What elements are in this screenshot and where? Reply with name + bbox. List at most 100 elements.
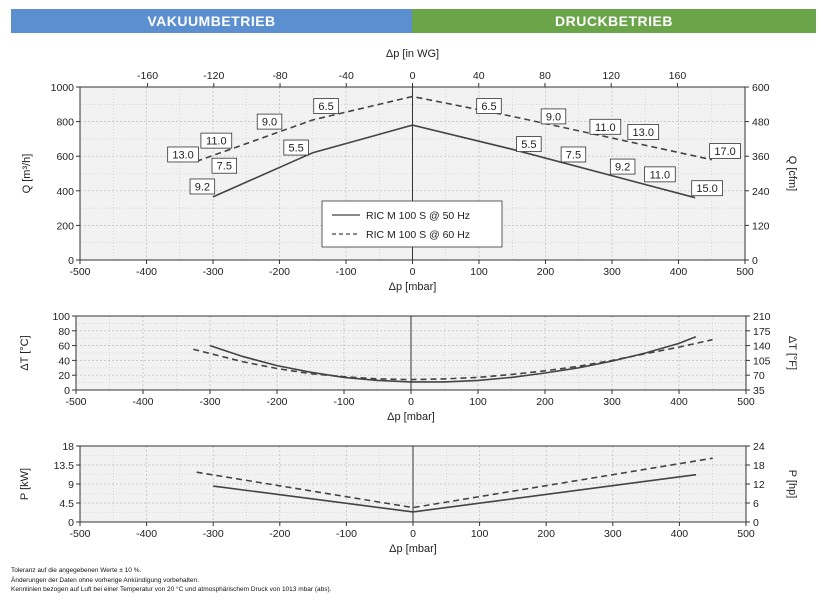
chart2-right-tick-label: 175 (753, 326, 771, 338)
chart1-x-tick-label: 300 (603, 266, 621, 278)
chart3-x-axis-label: Δp [mbar] (389, 543, 437, 555)
chart1-x-tick-label: -100 (335, 266, 356, 278)
chart1-right-tick-label: 480 (752, 117, 770, 129)
chart1-y-tick-label: 800 (56, 117, 74, 129)
chart1-point-label-box (609, 158, 636, 175)
chart2-series-line-50hz (209, 335, 697, 383)
chart3-x-tick-label: -200 (269, 528, 290, 540)
chart1-point-label: 9.2 (615, 162, 630, 174)
chart2-right-axis-label: ΔT [°F] (786, 336, 798, 370)
chart3-right-tick-label: 18 (753, 460, 765, 472)
chart2-x-tick-label: 500 (737, 396, 755, 408)
chart1-x-tick-label: -200 (269, 266, 290, 278)
chart1-series-line-50hz (212, 124, 696, 199)
chart1-point-label-box (313, 98, 339, 114)
chart2-x-tick-label: 400 (670, 396, 688, 408)
note-changes: Änderungen der Daten ohne vorherige Ankü… (11, 576, 199, 584)
legend-label-50hz: RIC M 100 S @ 50 Hz (366, 210, 470, 222)
chart3-y-tick-label: 0 (68, 517, 74, 529)
chart3-x-tick-label: 300 (604, 528, 622, 540)
chart2-x-tick-label: 300 (603, 396, 621, 408)
chart1-point-label: 11.0 (595, 122, 616, 134)
chart1-series-line-60hz (196, 95, 712, 163)
chart1-point-label-box (644, 166, 676, 183)
chart1-x-tick-label: -500 (69, 266, 90, 278)
chart1-top-tick-label: 80 (539, 70, 551, 82)
chart3-series-line-50hz (213, 473, 697, 513)
chart2-x-tick-label: 100 (469, 396, 487, 408)
chart3-x-tick-label: 0 (410, 528, 416, 540)
chart2-right-tick-label: 70 (753, 370, 765, 382)
chart1-point-label: 15.0 (696, 183, 717, 195)
chart1-x-tick-label: -300 (202, 266, 223, 278)
chart1-point-label-box (540, 108, 567, 125)
chart1-y-tick-label: 600 (56, 151, 74, 163)
chart2-y-tick-label: 60 (58, 341, 70, 353)
chart2-x-tick-label: -100 (333, 396, 354, 408)
chart1-point-label-box (589, 118, 622, 135)
chart1-point-label-box (476, 98, 502, 114)
chart3-right-tick-label: 6 (753, 498, 759, 510)
chart1-top-tick-label: -40 (339, 70, 354, 82)
chart1-point-label-box (560, 146, 587, 163)
chart2-x-tick-label: 200 (536, 396, 554, 408)
chart2-right-tick-label: 140 (753, 341, 771, 353)
chart1-top-tick-label: -120 (203, 70, 224, 82)
chart1-point-label-box (167, 146, 199, 163)
chart2-x-tick-label: -300 (199, 396, 220, 408)
chart1-x-tick-label: 100 (470, 266, 488, 278)
chart2-y-tick-label: 100 (52, 311, 70, 323)
chart1-top-tick-label: -80 (272, 70, 287, 82)
footnotes: Toleranz auf die angegebenen Werte ± 10 … (11, 566, 331, 595)
chart1-point-label: 11.0 (650, 169, 671, 181)
chart1-point-label: 13.0 (172, 149, 193, 161)
chart1-point-label: 5.5 (288, 143, 303, 155)
chart1-point-label-box (189, 178, 216, 195)
chart3-x-tick-label: 500 (737, 528, 755, 540)
chart1-top-axis-label: Δp [in WG] (386, 48, 439, 60)
chart1-right-tick-label: 120 (752, 220, 770, 232)
chart1-point-label: 9.0 (546, 111, 561, 123)
chart1-y-tick-label: 1000 (51, 82, 75, 94)
chart2-right-tick-label: 210 (753, 311, 771, 323)
chart1-point-label-box (627, 124, 660, 140)
chart3-x-tick-label: -300 (203, 528, 224, 540)
note-tolerance: Toleranz auf die angegebenen Werte ± 10 … (11, 567, 142, 574)
chart1-top-tick-label: 0 (410, 70, 416, 82)
chart1-right-tick-label: 0 (752, 255, 758, 267)
chart1-y-tick-label: 400 (56, 186, 74, 198)
chart1-point-label-box (256, 113, 283, 130)
chart3-right-tick-label: 24 (753, 441, 765, 453)
chart2-series-line-60hz (193, 338, 713, 381)
chart3-right-tick-label: 0 (753, 517, 759, 529)
chart1-point-label: 9.2 (195, 181, 210, 193)
chart2-right-tick-label: 105 (753, 355, 771, 367)
chart2-right-tick-label: 35 (753, 385, 765, 397)
chart2-x-tick-label: -500 (65, 396, 86, 408)
chart1-point-label: 17.0 (714, 146, 735, 158)
legend-label-60hz: RIC M 100 S @ 60 Hz (366, 229, 470, 241)
chart1-point-label-box (516, 136, 542, 152)
chart3-right-axis-label: P [hp] (786, 470, 798, 499)
chart1-point-label-box (691, 180, 723, 197)
chart1-y-tick-label: 200 (56, 220, 74, 232)
chart2-y-tick-label: 40 (58, 355, 70, 367)
chart1-right-tick-label: 240 (752, 186, 770, 198)
chart1-right-axis-label: Q [cfm] (786, 156, 798, 191)
chart3-y-tick-label: 13.5 (54, 460, 75, 472)
chart1-point-label: 11.0 (206, 136, 227, 148)
chart1-right-tick-label: 600 (752, 82, 770, 94)
chart1-x-tick-label: 200 (537, 266, 555, 278)
chart1-top-tick-label: 160 (669, 70, 687, 82)
chart1-x-tick-label: -400 (136, 266, 157, 278)
chart2-x-tick-label: -200 (266, 396, 287, 408)
chart1-top-tick-label: 40 (473, 70, 485, 82)
chart1-point-label-box (211, 157, 238, 174)
chart1-point-label: 13.0 (633, 127, 654, 139)
chart1-x-tick-label: 400 (670, 266, 688, 278)
chart1-point-label: 9.0 (262, 117, 277, 129)
chart1-point-label-box (709, 143, 741, 159)
chart3-x-tick-label: -400 (136, 528, 157, 540)
chart1-point-label: 7.5 (217, 161, 232, 173)
